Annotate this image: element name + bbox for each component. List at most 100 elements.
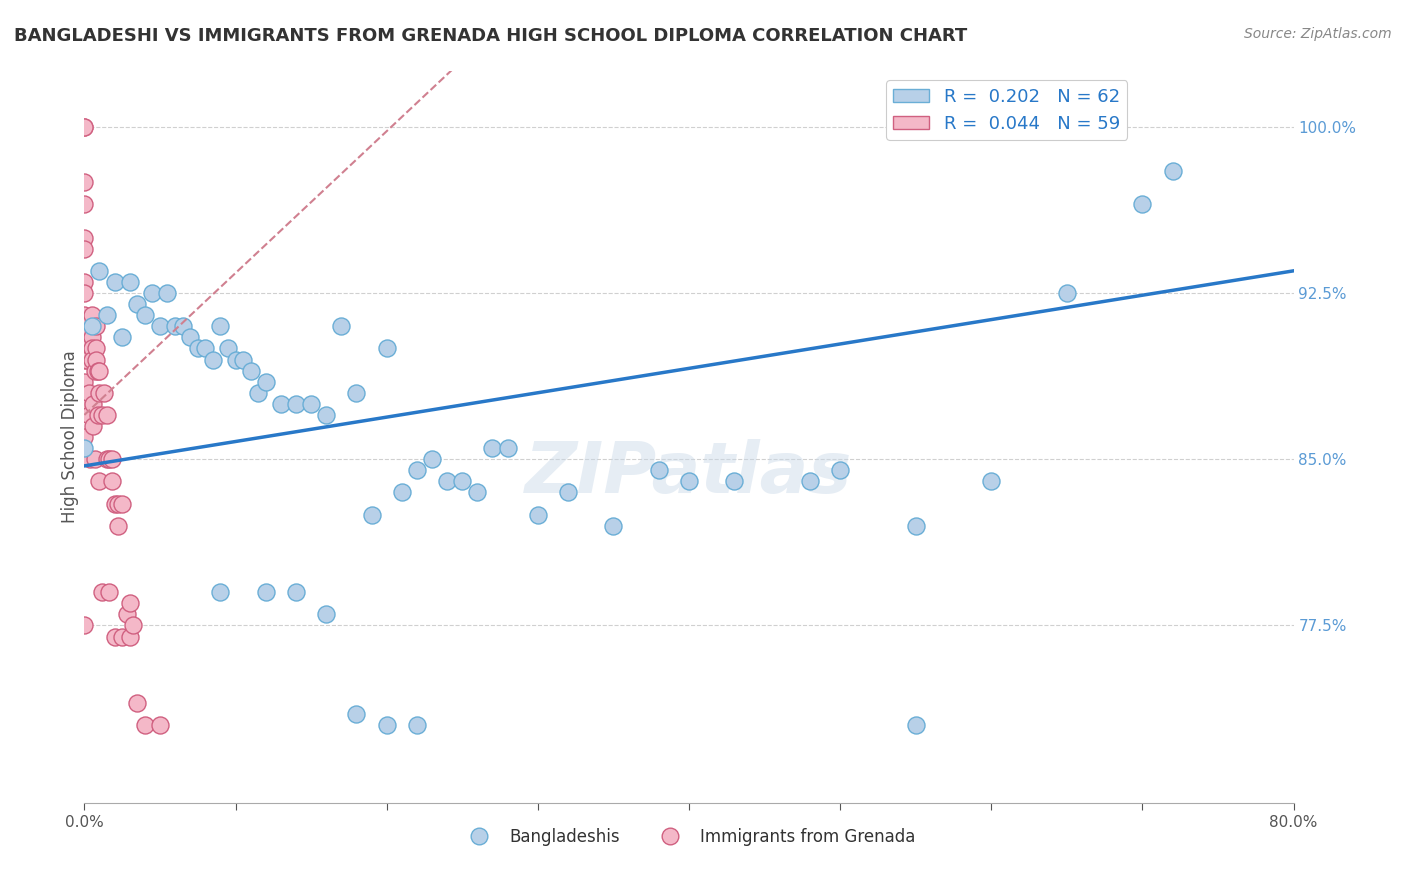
Bangladeshis <box>179 330 201 344</box>
Immigrants from Grenada <box>80 330 103 344</box>
Text: BANGLADESHI VS IMMIGRANTS FROM GRENADA HIGH SCHOOL DIPLOMA CORRELATION CHART: BANGLADESHI VS IMMIGRANTS FROM GRENADA H… <box>14 27 967 45</box>
Immigrants from Grenada <box>134 718 156 732</box>
Bangladeshis <box>165 319 187 334</box>
Bangladeshis <box>80 319 103 334</box>
Bangladeshis <box>141 285 163 300</box>
Bangladeshis <box>799 475 821 489</box>
Bangladeshis <box>149 319 172 334</box>
Bangladeshis <box>420 452 443 467</box>
Immigrants from Grenada <box>73 197 96 211</box>
Immigrants from Grenada <box>87 363 110 377</box>
Bangladeshis <box>134 308 156 322</box>
Immigrants from Grenada <box>80 308 103 322</box>
Bangladeshis <box>1161 164 1184 178</box>
Bangladeshis <box>436 475 458 489</box>
Immigrants from Grenada <box>84 452 107 467</box>
Bangladeshis <box>270 397 292 411</box>
Immigrants from Grenada <box>111 497 134 511</box>
Immigrants from Grenada <box>73 175 96 189</box>
Bangladeshis <box>602 518 624 533</box>
Legend: Bangladeshis, Immigrants from Grenada: Bangladeshis, Immigrants from Grenada <box>456 822 922 853</box>
Bangladeshis <box>527 508 550 522</box>
Bangladeshis <box>330 319 353 334</box>
Bangladeshis <box>315 607 337 622</box>
Bangladeshis <box>557 485 579 500</box>
Bangladeshis <box>225 352 247 367</box>
Immigrants from Grenada <box>96 452 118 467</box>
Immigrants from Grenada <box>73 242 96 256</box>
Bangladeshis <box>678 475 700 489</box>
Immigrants from Grenada <box>87 408 110 422</box>
Immigrants from Grenada <box>86 352 108 367</box>
Immigrants from Grenada <box>107 497 129 511</box>
Immigrants from Grenada <box>77 408 100 422</box>
Immigrants from Grenada <box>100 452 122 467</box>
Bangladeshis <box>285 397 308 411</box>
Immigrants from Grenada <box>104 497 127 511</box>
Immigrants from Grenada <box>107 518 129 533</box>
Bangladeshis <box>346 707 368 722</box>
Immigrants from Grenada <box>89 385 111 400</box>
Bangladeshis <box>96 308 118 322</box>
Bangladeshis <box>375 342 398 356</box>
Immigrants from Grenada <box>73 618 96 632</box>
Immigrants from Grenada <box>79 452 101 467</box>
Bangladeshis <box>172 319 194 334</box>
Immigrants from Grenada <box>89 475 111 489</box>
Bangladeshis <box>187 342 209 356</box>
Bangladeshis <box>496 441 519 455</box>
Bangladeshis <box>254 375 277 389</box>
Immigrants from Grenada <box>86 319 108 334</box>
Immigrants from Grenada <box>100 475 122 489</box>
Immigrants from Grenada <box>97 585 120 599</box>
Bangladeshis <box>254 585 277 599</box>
Bangladeshis <box>648 463 671 477</box>
Bangladeshis <box>1130 197 1153 211</box>
Immigrants from Grenada <box>118 596 141 610</box>
Immigrants from Grenada <box>73 375 96 389</box>
Immigrants from Grenada <box>149 718 172 732</box>
Immigrants from Grenada <box>73 120 96 134</box>
Immigrants from Grenada <box>82 397 104 411</box>
Bangladeshis <box>156 285 179 300</box>
Bangladeshis <box>232 352 254 367</box>
Immigrants from Grenada <box>127 696 149 710</box>
Immigrants from Grenada <box>73 352 96 367</box>
Immigrants from Grenada <box>91 408 114 422</box>
Bangladeshis <box>217 342 239 356</box>
Bangladeshis <box>391 485 413 500</box>
Bangladeshis <box>406 463 429 477</box>
Immigrants from Grenada <box>96 408 118 422</box>
Bangladeshis <box>127 297 149 311</box>
Immigrants from Grenada <box>76 342 98 356</box>
Bangladeshis <box>285 585 308 599</box>
Bangladeshis <box>723 475 745 489</box>
Y-axis label: High School Diploma: High School Diploma <box>60 351 79 524</box>
Bangladeshis <box>406 718 429 732</box>
Immigrants from Grenada <box>73 275 96 289</box>
Bangladeshis <box>904 518 927 533</box>
Immigrants from Grenada <box>104 630 127 644</box>
Immigrants from Grenada <box>73 430 96 444</box>
Immigrants from Grenada <box>91 585 114 599</box>
Bangladeshis <box>104 275 127 289</box>
Immigrants from Grenada <box>73 308 96 322</box>
Immigrants from Grenada <box>73 120 96 134</box>
Bangladeshis <box>360 508 382 522</box>
Bangladeshis <box>1056 285 1078 300</box>
Immigrants from Grenada <box>73 342 96 356</box>
Immigrants from Grenada <box>86 342 108 356</box>
Bangladeshis <box>904 718 927 732</box>
Bangladeshis <box>299 397 322 411</box>
Bangladeshis <box>980 475 1002 489</box>
Immigrants from Grenada <box>118 630 141 644</box>
Text: ZIPatlas: ZIPatlas <box>526 439 852 508</box>
Bangladeshis <box>118 275 141 289</box>
Immigrants from Grenada <box>77 385 100 400</box>
Immigrants from Grenada <box>82 419 104 434</box>
Immigrants from Grenada <box>115 607 138 622</box>
Bangladeshis <box>201 352 224 367</box>
Immigrants from Grenada <box>73 285 96 300</box>
Bangladeshis <box>239 363 262 377</box>
Bangladeshis <box>209 585 232 599</box>
